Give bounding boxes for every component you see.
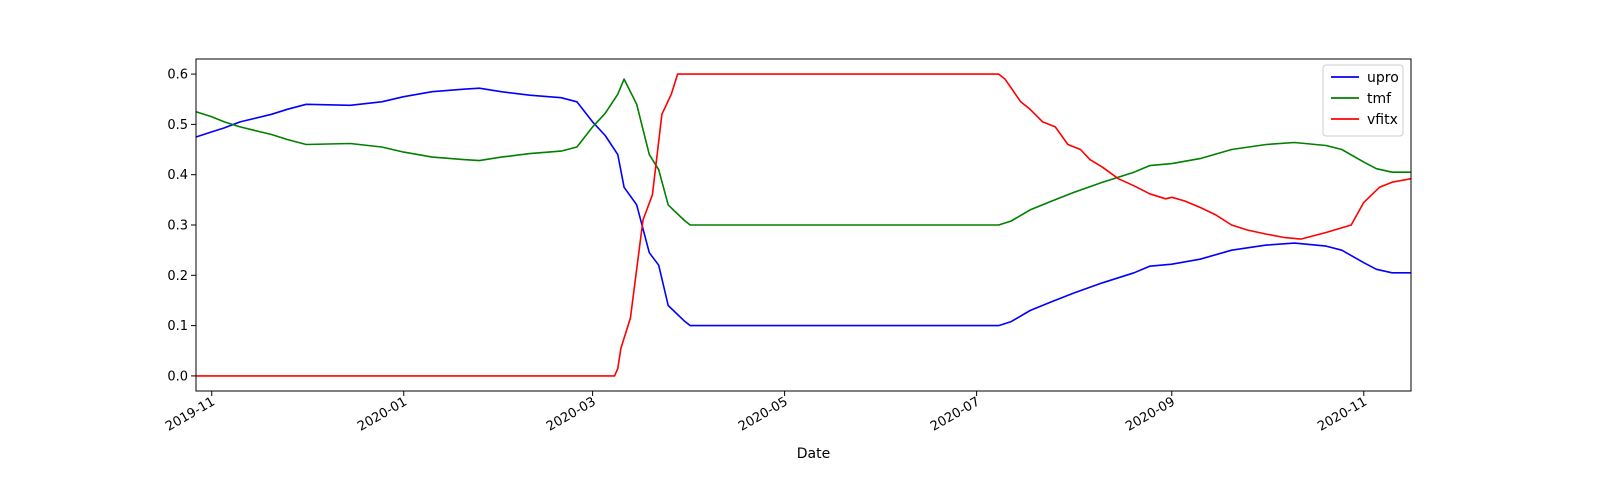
legend: upro tmf vfitx xyxy=(1322,64,1404,137)
series-line-tmf xyxy=(195,78,1411,226)
legend-label-tmf: tmf xyxy=(1367,91,1392,107)
y-tick-label: 0.2 xyxy=(167,269,188,284)
series-line-upro xyxy=(195,87,1411,327)
y-tick-label: 0.6 xyxy=(167,68,188,83)
series-line-vfitx xyxy=(196,73,1412,377)
y-tick-label: 0.3 xyxy=(167,219,188,234)
y-tick-label: 0.5 xyxy=(167,118,188,133)
x-axis-title: Date xyxy=(797,446,830,462)
legend-label-upro: upro xyxy=(1367,70,1399,86)
plot-frame xyxy=(195,58,1412,392)
y-tick-label: 0.0 xyxy=(167,369,188,384)
series-layer xyxy=(195,73,1412,377)
y-axis: 0.0 0.1 0.2 0.3 0.4 0.5 0.6 xyxy=(167,68,196,384)
y-tick-label: 0.4 xyxy=(167,168,188,183)
y-tick-label: 0.1 xyxy=(167,319,188,334)
legend-label-vfitx: vfitx xyxy=(1367,112,1398,128)
